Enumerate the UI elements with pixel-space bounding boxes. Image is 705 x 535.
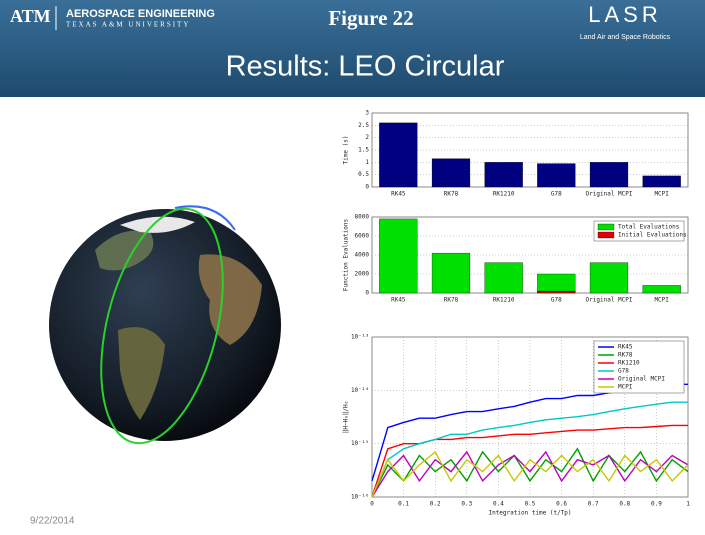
legend-box bbox=[593, 340, 685, 394]
globe bbox=[49, 205, 281, 445]
legend-label: Initial Evaluations bbox=[618, 232, 687, 239]
y-tick-label: 3 bbox=[365, 110, 369, 117]
line-series bbox=[371, 401, 688, 498]
university: TEXAS A&M UNIVERSITY bbox=[66, 21, 190, 29]
x-tick-label: G78 bbox=[551, 191, 562, 198]
y-tick-label: 1.5 bbox=[358, 147, 369, 154]
slide-title: Results: LEO Circular bbox=[226, 51, 505, 83]
y-tick-label: 0.5 bbox=[358, 171, 369, 178]
bar bbox=[642, 285, 681, 294]
x-tick-label: 0.2 bbox=[430, 501, 441, 508]
x-tick-label: Original MCPI bbox=[586, 191, 633, 198]
x-tick-label: 0.9 bbox=[651, 501, 662, 508]
x-tick-label: RK45 bbox=[391, 297, 406, 304]
bar bbox=[589, 162, 629, 188]
bar bbox=[589, 262, 629, 294]
header-band bbox=[0, 0, 705, 97]
x-tick-label: 0.8 bbox=[619, 501, 630, 508]
legend-box bbox=[593, 220, 685, 242]
x-tick-label: Original MCPI bbox=[586, 297, 633, 304]
y-tick-label: 10⁻¹⁴ bbox=[351, 387, 369, 394]
y-tick-label: 0 bbox=[365, 184, 369, 191]
legend-label: G78 bbox=[618, 368, 629, 375]
legend-swatch bbox=[597, 223, 615, 231]
legend-swatch bbox=[597, 231, 615, 239]
y-tick-label: 4000 bbox=[355, 252, 370, 259]
y-tick-label: 2 bbox=[365, 134, 369, 141]
x-tick-label: 0.7 bbox=[588, 501, 599, 508]
x-tick-label: RK1210 bbox=[493, 297, 515, 304]
x-tick-label: 0.6 bbox=[556, 501, 567, 508]
line-series bbox=[371, 450, 689, 498]
y-tick-label: 0 bbox=[365, 290, 369, 297]
figure-label: Figure 22 bbox=[328, 6, 413, 30]
legend-label: RK45 bbox=[618, 344, 633, 351]
x-tick-label: MCPI bbox=[654, 297, 669, 304]
y-tick-label: 8000 bbox=[355, 214, 370, 221]
x-tick-label: 0 bbox=[370, 501, 374, 508]
bar bbox=[484, 162, 523, 188]
y-tick-label: 10⁻¹⁵ bbox=[351, 440, 369, 447]
legend-label: Total Evaluations bbox=[618, 224, 680, 231]
x-tick-label: 0.1 bbox=[398, 501, 409, 508]
y-axis-label: Function Evaluations bbox=[343, 218, 350, 291]
bar bbox=[379, 218, 418, 294]
tamu-logo: ATM bbox=[10, 6, 51, 26]
x-tick-label: 1 bbox=[686, 501, 690, 508]
y-axis-label: ‖H−H₀‖/H₀ bbox=[343, 401, 350, 434]
x-tick-label: 0.4 bbox=[493, 501, 504, 508]
y-tick-label: 1 bbox=[365, 159, 369, 166]
bar bbox=[484, 262, 523, 294]
department: AEROSPACE ENGINEERING bbox=[66, 8, 215, 20]
legend-label: RK78 bbox=[618, 352, 633, 359]
legend-label: RK1210 bbox=[618, 360, 640, 367]
y-tick-label: 10⁻¹⁶ bbox=[351, 494, 369, 501]
x-axis-label: Integration time (t/Tp) bbox=[488, 510, 571, 517]
date: 9/22/2014 bbox=[30, 516, 75, 527]
x-tick-label: 0.3 bbox=[461, 501, 472, 508]
y-tick-label: 2.5 bbox=[358, 122, 369, 129]
x-tick-label: RK78 bbox=[444, 297, 459, 304]
x-tick-label: RK1210 bbox=[493, 191, 515, 198]
bar bbox=[642, 175, 681, 188]
bar bbox=[537, 163, 576, 188]
bar bbox=[537, 273, 576, 294]
lab-logo: LASR bbox=[588, 2, 661, 27]
y-axis-label: Time (s) bbox=[343, 136, 350, 165]
x-tick-label: RK78 bbox=[444, 191, 459, 198]
y-tick-label: 2000 bbox=[355, 271, 370, 278]
x-tick-label: G78 bbox=[551, 297, 562, 304]
x-tick-label: MCPI bbox=[654, 191, 669, 198]
y-tick-label: 6000 bbox=[355, 233, 370, 240]
lab-name: Land Air and Space Robotics bbox=[580, 34, 671, 41]
plot-area bbox=[371, 112, 689, 188]
bar bbox=[431, 158, 471, 188]
bar bbox=[431, 252, 471, 294]
bar bbox=[379, 122, 418, 188]
bar bbox=[537, 290, 576, 294]
x-tick-label: RK45 bbox=[391, 191, 406, 198]
y-tick-label: 10⁻¹³ bbox=[351, 334, 369, 341]
legend-label: Original MCPI bbox=[618, 376, 665, 383]
x-tick-label: 0.5 bbox=[525, 501, 536, 508]
legend-label: MCPI bbox=[618, 384, 633, 391]
